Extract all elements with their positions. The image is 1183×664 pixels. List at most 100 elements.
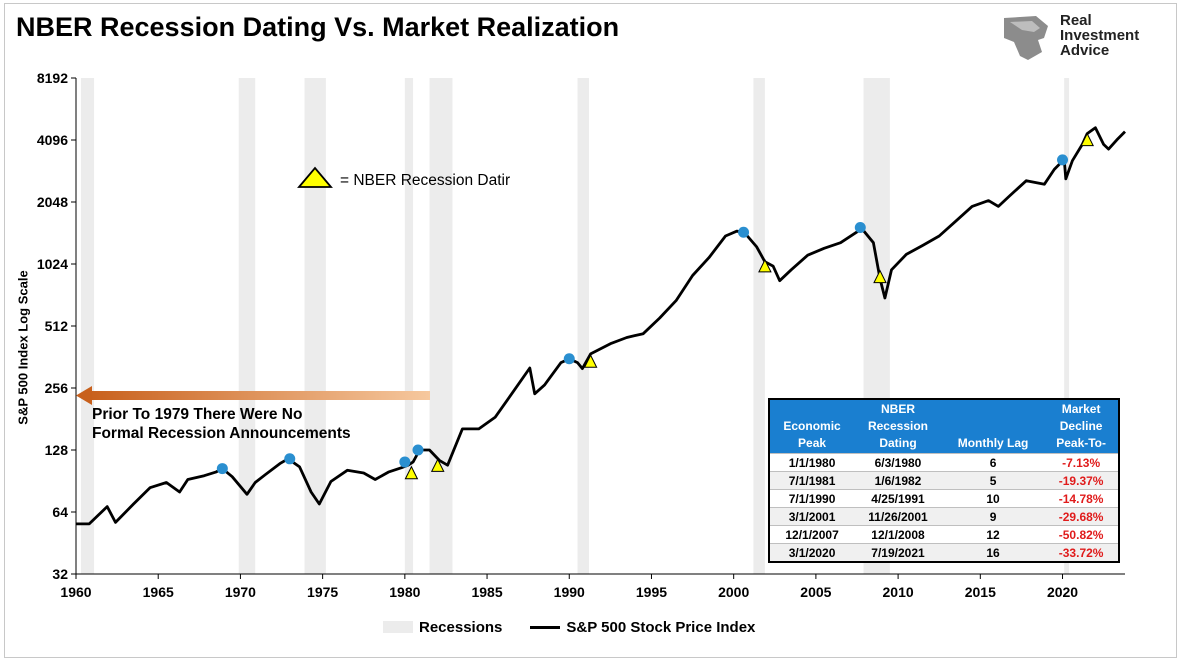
table-cell: 3/1/2020 bbox=[770, 543, 855, 561]
historical-arrow bbox=[76, 386, 430, 405]
logo-line-1: Real bbox=[1060, 12, 1092, 29]
table-cell: 12/1/2008 bbox=[854, 525, 942, 544]
table-cell: -50.82% bbox=[1044, 525, 1118, 544]
chart-title: NBER Recession Dating Vs. Market Realiza… bbox=[16, 12, 620, 42]
table-header-row: Economic Peak NBER Recession Dating Monthly L… bbox=[770, 400, 1118, 454]
recession-band bbox=[1064, 78, 1070, 574]
arrow-note-line-2: Formal Recession Announcements bbox=[92, 425, 351, 442]
nber-dating-marker bbox=[583, 354, 598, 368]
logo-text: Real Investment Advice bbox=[1060, 13, 1139, 58]
table-cell: 6/3/1980 bbox=[854, 453, 942, 472]
x-tick-label: 1990 bbox=[554, 584, 585, 600]
economic-peak-marker bbox=[284, 453, 296, 465]
x-tick-label: 1985 bbox=[471, 584, 502, 600]
table-cell: 5 bbox=[941, 471, 1045, 490]
recession-band bbox=[429, 78, 453, 574]
table-cell: -29.68% bbox=[1044, 507, 1118, 526]
lion-head-icon bbox=[1004, 16, 1048, 60]
recession-band bbox=[238, 78, 256, 574]
table-cell: 3/1/2001 bbox=[770, 507, 855, 526]
nber-marker-legend-icon bbox=[297, 166, 333, 188]
x-tick-label: 2010 bbox=[883, 584, 914, 600]
y-tick-label: 32 bbox=[52, 566, 68, 582]
table-row: 7/1/1981 1/6/1982 5 -19.37% bbox=[770, 471, 1118, 490]
table-cell: 4/25/1991 bbox=[854, 489, 942, 508]
economic-peak-marker bbox=[1057, 154, 1069, 166]
table-header-cell: NBER Recession Dating bbox=[854, 400, 942, 454]
nber-dating-marker bbox=[873, 269, 887, 284]
economic-peak-marker bbox=[399, 456, 411, 468]
x-tick-label: 1970 bbox=[225, 584, 256, 600]
table-cell: 1/1/1980 bbox=[770, 453, 855, 472]
x-tick-label: 2000 bbox=[718, 584, 749, 600]
y-tick-label: 64 bbox=[52, 504, 68, 520]
table-row: 12/1/2007 12/1/2008 12 -50.82% bbox=[770, 525, 1118, 544]
y-tick-label: 512 bbox=[45, 318, 69, 334]
table-cell: -19.37% bbox=[1044, 471, 1118, 490]
y-tick-label: 2048 bbox=[37, 194, 68, 210]
recession-band bbox=[577, 78, 589, 574]
table-cell: -7.13% bbox=[1044, 453, 1118, 472]
nber-dating-marker bbox=[430, 458, 445, 472]
nber-dating-marker bbox=[404, 465, 419, 480]
x-tick-label: 2020 bbox=[1047, 584, 1078, 600]
table-cell: -33.72% bbox=[1044, 543, 1118, 561]
economic-peak-marker bbox=[216, 463, 228, 475]
y-tick-label: 4096 bbox=[37, 132, 68, 148]
legend-series-label: S&P 500 Stock Price Index bbox=[566, 618, 756, 636]
economic-peak-marker bbox=[412, 444, 424, 456]
logo-line-2: Investment bbox=[1060, 27, 1140, 44]
table-row: 7/1/1990 4/25/1991 10 -14.78% bbox=[770, 489, 1118, 508]
economic-peak-marker bbox=[738, 226, 750, 238]
table-header-cell: Monthly Lag bbox=[941, 400, 1045, 454]
legend-series-swatch bbox=[530, 625, 561, 629]
table-cell: 16 bbox=[941, 543, 1045, 561]
table-cell: 6 bbox=[941, 453, 1045, 472]
table-header-cell: Economic Peak bbox=[770, 400, 855, 454]
y-tick-label: 1024 bbox=[37, 256, 68, 272]
arrow-note: Prior To 1979 There Were No Formal Reces… bbox=[92, 405, 351, 443]
table-cell: 7/19/2021 bbox=[854, 543, 942, 561]
table-row: 1/1/1980 6/3/1980 6 -7.13% bbox=[770, 453, 1118, 472]
logo-line-3: Advice bbox=[1060, 42, 1110, 59]
nber-dating-marker bbox=[758, 258, 772, 273]
table-header-cell: Market Decline Peak-To- bbox=[1044, 400, 1118, 454]
y-tick-label: 128 bbox=[45, 442, 69, 458]
recession-table: Economic Peak NBER Recession Dating Monthly L… bbox=[768, 398, 1120, 563]
x-tick-label: 1980 bbox=[389, 584, 420, 600]
marker-note: = NBER Recession Datir bbox=[340, 172, 511, 189]
table-cell: -14.78% bbox=[1044, 489, 1118, 508]
sp500-line bbox=[76, 126, 1126, 526]
table-row: 3/1/2001 11/26/2001 9 -29.68% bbox=[770, 507, 1118, 526]
logo: Real Investment Advice bbox=[998, 12, 1168, 64]
x-tick-label: 2015 bbox=[965, 584, 996, 600]
x-tick-label: 1975 bbox=[307, 584, 338, 600]
table-cell: 9 bbox=[941, 507, 1045, 526]
table-cell: 1/6/1982 bbox=[854, 471, 942, 490]
x-tick-label: 2005 bbox=[800, 584, 831, 600]
recession-band bbox=[753, 78, 765, 574]
economic-peak-marker bbox=[563, 353, 575, 365]
table-row: 3/1/2020 7/19/2021 16 -33.72% bbox=[770, 543, 1118, 561]
economic-peak-marker bbox=[854, 221, 866, 233]
x-tick-label: 1995 bbox=[636, 584, 667, 600]
table-cell: 12 bbox=[941, 525, 1045, 544]
table-cell: 12/1/2007 bbox=[770, 525, 855, 544]
table-cell: 7/1/1981 bbox=[770, 471, 855, 490]
table-cell: 11/26/2001 bbox=[854, 507, 942, 526]
x-tick-label: 1960 bbox=[60, 584, 91, 600]
y-tick-label: 256 bbox=[45, 380, 69, 396]
recession-band bbox=[404, 78, 414, 574]
legend-recessions-label: Recessions bbox=[419, 618, 503, 636]
table-cell: 7/1/1990 bbox=[770, 489, 855, 508]
legend: Recessions S&P 500 Stock Price Index bbox=[383, 617, 755, 637]
y-tick-label: 8192 bbox=[37, 70, 68, 86]
table-cell: 10 bbox=[941, 489, 1045, 508]
arrow-note-line-1: Prior To 1979 There Were No bbox=[92, 406, 303, 423]
recession-band bbox=[304, 78, 326, 574]
legend-recession-swatch bbox=[383, 621, 413, 633]
x-tick-label: 1965 bbox=[143, 584, 174, 600]
recession-band bbox=[80, 78, 95, 574]
nber-dating-marker bbox=[1080, 132, 1094, 147]
